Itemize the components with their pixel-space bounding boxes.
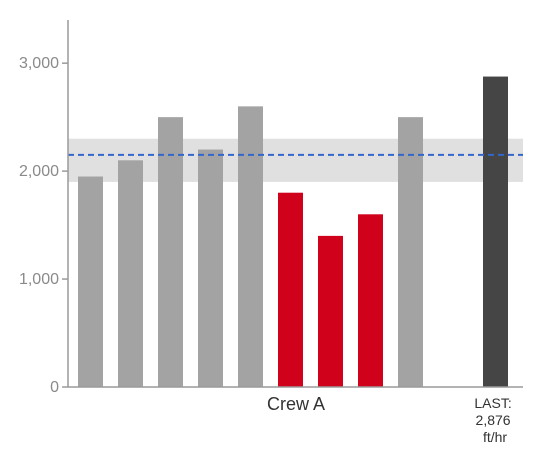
last-label-line-1: LAST: — [474, 395, 511, 411]
last-label-line-3: ft/hr — [483, 429, 507, 445]
y-tick-label: 2,000 — [19, 163, 59, 180]
group-label: Crew A — [267, 394, 325, 414]
last-value-label: LAST: 2,876 ft/hr — [474, 395, 515, 445]
bar-4 — [198, 149, 223, 387]
bar-5 — [238, 106, 263, 388]
bar-6 — [278, 192, 303, 387]
bar-2 — [118, 160, 143, 387]
y-tick-label: 1,000 — [19, 271, 59, 288]
y-tick-label: 0 — [50, 379, 59, 396]
y-tick-label: 3,000 — [19, 55, 59, 72]
bar-1 — [78, 176, 103, 387]
reference-band — [68, 138, 523, 182]
last-label-line-2: 2,876 — [476, 412, 511, 428]
bar-3 — [158, 117, 183, 387]
bar-7 — [318, 235, 343, 387]
bar-9 — [398, 117, 423, 387]
bar-last — [483, 76, 508, 387]
bar-8 — [358, 214, 383, 387]
